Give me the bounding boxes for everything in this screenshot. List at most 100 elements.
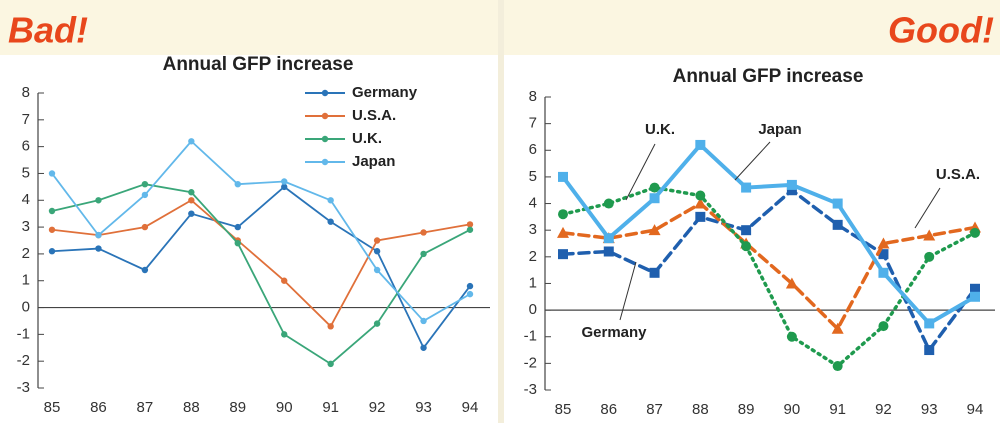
point: [188, 138, 195, 145]
x-tick-label: 87: [137, 399, 154, 416]
y-tick-label: -3: [524, 381, 537, 398]
x-tick-label: 93: [921, 401, 938, 418]
y-tick-label: -1: [17, 325, 30, 342]
point: [786, 185, 797, 196]
point: [785, 277, 798, 289]
y-tick-label: 3: [529, 221, 537, 238]
chart-title: Annual GFP increase: [673, 66, 864, 87]
point: [327, 360, 334, 368]
label-leader: [619, 261, 637, 321]
point: [832, 219, 843, 230]
x-tick-label: 85: [44, 399, 61, 416]
x-tick-label: 87: [646, 401, 663, 418]
x-tick-label: 86: [600, 401, 617, 418]
point: [95, 197, 102, 204]
point: [649, 267, 660, 278]
point: [48, 226, 56, 233]
chart-heading: Bad!: [8, 10, 88, 51]
legend-label: U.K.: [352, 130, 382, 147]
series-label: Germany: [581, 324, 647, 341]
x-tick-label: 91: [322, 399, 339, 416]
point: [420, 250, 427, 258]
point: [786, 179, 797, 190]
legend-marker: [321, 158, 329, 166]
point: [466, 290, 474, 298]
x-tick-label: 93: [415, 399, 432, 416]
point: [420, 229, 427, 236]
point: [741, 241, 752, 252]
divider: [498, 0, 504, 423]
y-tick-label: 5: [529, 168, 537, 185]
x-tick-label: 89: [229, 399, 246, 416]
x-tick-label: 89: [738, 401, 755, 418]
series-line: [561, 188, 977, 352]
point: [832, 198, 843, 209]
x-tick-label: 92: [875, 401, 892, 418]
point: [141, 191, 149, 199]
point: [466, 226, 474, 233]
point: [141, 266, 149, 274]
point: [558, 209, 568, 220]
y-tick-label: 7: [22, 111, 30, 128]
point: [373, 266, 381, 274]
point: [234, 180, 241, 188]
series-line: [51, 199, 471, 328]
point: [558, 171, 568, 182]
y-tick-label: 0: [529, 301, 537, 318]
point: [694, 197, 707, 209]
y-tick-label: 8: [22, 84, 30, 101]
point: [603, 198, 614, 209]
point: [558, 249, 568, 260]
series-label: U.K.: [645, 121, 675, 138]
legend-marker: [321, 112, 329, 120]
label-leader: [914, 187, 941, 229]
y-tick-label: 0: [22, 299, 30, 316]
x-tick-label: 94: [967, 401, 984, 418]
y-tick-label: 6: [529, 141, 537, 158]
series-label: Japan: [758, 121, 801, 138]
y-tick-label: 7: [529, 115, 537, 132]
point: [648, 224, 661, 236]
point: [281, 183, 288, 191]
y-tick-label: 1: [529, 274, 537, 291]
legend-label: Japan: [352, 153, 395, 170]
y-tick-label: -2: [17, 352, 30, 369]
x-tick-label: 90: [784, 401, 801, 418]
point: [466, 221, 474, 228]
x-tick-label: 92: [369, 399, 386, 416]
point: [373, 248, 381, 255]
y-tick-label: -3: [17, 379, 30, 396]
point: [649, 193, 660, 204]
series-line: [51, 183, 471, 365]
x-tick-label: 88: [692, 401, 709, 418]
point: [557, 226, 569, 238]
point: [188, 197, 195, 204]
y-tick-label: -1: [524, 328, 537, 345]
point: [741, 225, 752, 236]
point: [741, 182, 752, 193]
x-tick-label: 90: [276, 399, 293, 416]
point: [327, 323, 334, 330]
x-tick-label: 91: [829, 401, 846, 418]
point: [281, 277, 288, 284]
series-line: [51, 185, 471, 349]
label-leader: [625, 143, 656, 201]
point: [373, 320, 381, 327]
y-tick-label: 4: [529, 195, 537, 212]
chart-title: Annual GFP increase: [163, 54, 354, 75]
point: [48, 207, 56, 215]
point: [420, 344, 427, 351]
point: [649, 182, 660, 193]
point: [373, 237, 381, 244]
x-tick-label: 85: [555, 401, 572, 418]
point: [420, 317, 427, 325]
point: [95, 245, 102, 252]
point: [234, 239, 241, 247]
point: [970, 291, 980, 302]
series-line: [51, 140, 471, 322]
label-leader: [734, 141, 771, 181]
point: [188, 189, 195, 196]
y-tick-label: 6: [22, 138, 30, 155]
point: [466, 282, 474, 290]
